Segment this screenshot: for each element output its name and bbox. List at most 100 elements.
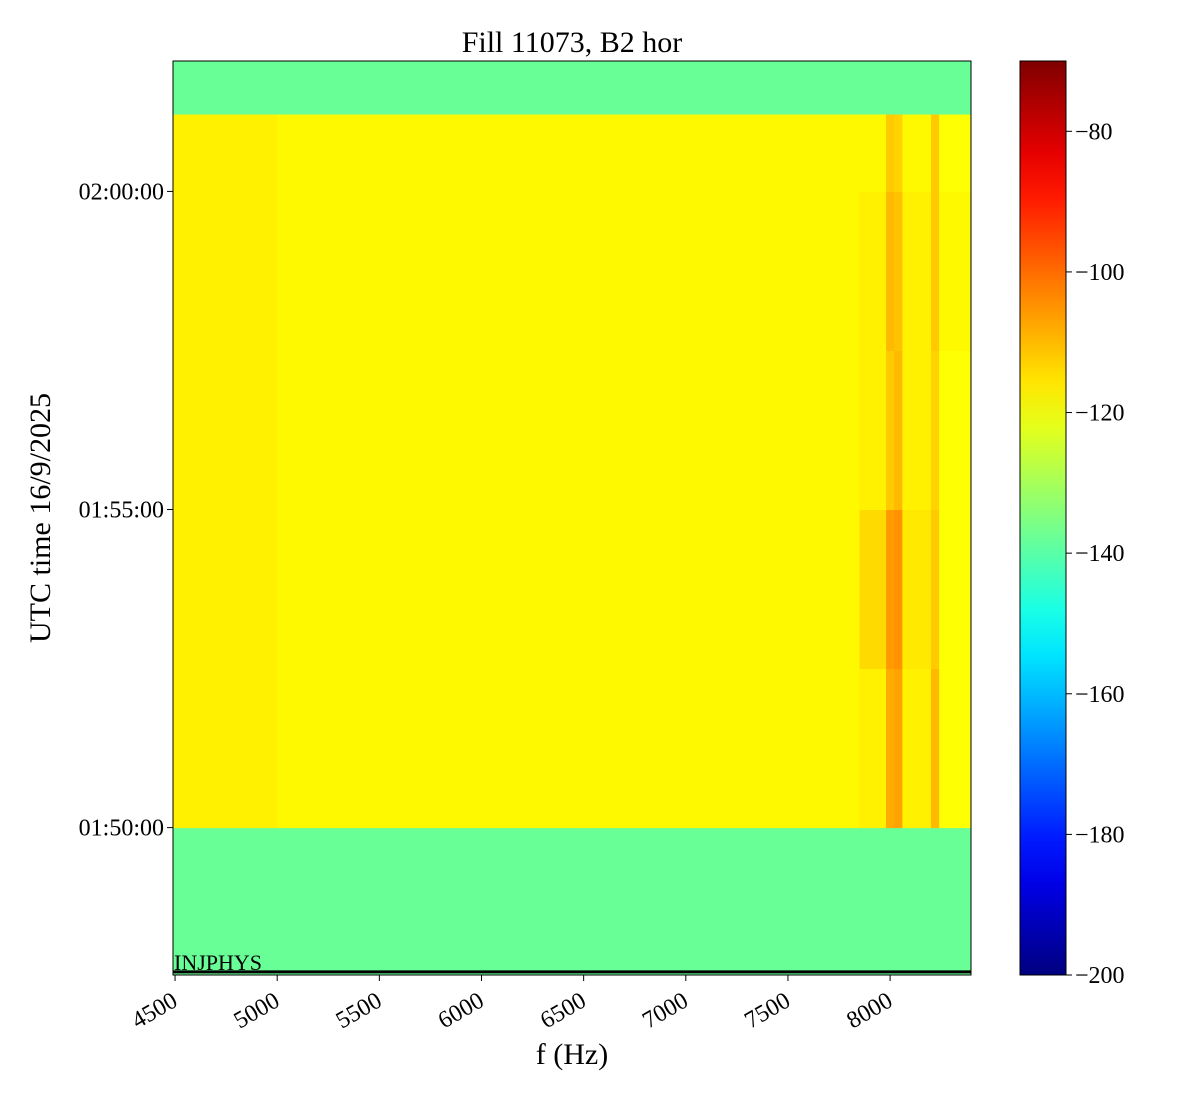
heatmap-cell [583,350,687,511]
heatmap-cell [379,114,482,192]
heatmap-cell [894,668,903,829]
x-tick-label: 5000 [230,988,285,1035]
heatmap [173,61,972,976]
heatmap-cell [277,827,380,976]
heatmap-cell [939,61,972,115]
colorbar-tick-label: −180 [1075,822,1125,848]
heatmap-cell [173,350,278,511]
heatmap-cell [173,191,278,351]
heatmap-cell [379,509,482,670]
heatmap-cell [886,191,895,351]
x-tick-label: 5500 [332,988,387,1035]
heatmap-cell [173,61,278,115]
heatmap-cell [685,509,789,670]
heatmap-cell [886,509,895,670]
x-tick-label: 8000 [843,988,898,1035]
heatmap-cell [886,350,895,511]
heatmap-cell [685,114,789,192]
heatmap-cell [894,827,903,976]
heatmap-cell [379,668,482,829]
heatmap-cell [886,61,895,115]
heatmap-cell [939,668,972,829]
x-tick-label: 6500 [536,988,591,1035]
heatmap-cell [277,114,380,192]
heatmap-cell [481,114,585,192]
x-tick-label: 7500 [740,988,795,1035]
heatmap-cell [481,827,585,976]
heatmap-cell [902,191,932,351]
heatmap-cell [859,61,887,115]
heatmap-cell [859,350,887,511]
heatmap-cell [481,509,585,670]
heatmap-cell [886,114,895,192]
heatmap-cell [859,191,887,351]
heatmap-cell [583,509,687,670]
colorbar-tick-label: −200 [1075,963,1125,989]
heatmap-cell [787,191,860,351]
heatmap-cell [894,191,903,351]
colorbar-tick-label: −100 [1075,260,1125,286]
x-axis-label: f (Hz) [536,1038,608,1071]
heatmap-cell [379,61,482,115]
heatmap-cell [481,61,585,115]
colorbar [1019,60,1067,976]
heatmap-cell [173,668,278,829]
heatmap-cell [787,350,860,511]
heatmap-cell [173,114,278,192]
heatmap-cell [930,350,940,511]
heatmap-cell [859,827,887,976]
heatmap-cell [379,350,482,511]
heatmap-cell [787,61,860,115]
annotation-label: INJPHYS [174,950,262,975]
heatmap-cell [685,191,789,351]
heatmap-cell [173,827,278,976]
heatmap-cell [277,61,380,115]
chart-title: Fill 11073, B2 hor [462,26,683,59]
heatmap-cell [859,114,887,192]
colorbar-tick-label: −140 [1075,541,1125,567]
heatmap-cell [902,668,932,829]
heatmap-cell [894,61,903,115]
heatmap-cell [583,191,687,351]
heatmap-cell [787,827,860,976]
heatmap-cell [685,350,789,511]
heatmap-cell [277,191,380,351]
heatmap-cell [685,827,789,976]
heatmap-cell [894,350,903,511]
heatmap-cell [902,827,932,976]
x-tick-label: 6000 [434,988,489,1035]
y-tick-label: 01:50:00 [79,816,164,842]
heatmap-cell [481,191,585,351]
heatmap-cell [894,509,903,670]
heatmap-cell [277,509,380,670]
heatmap-cell [886,827,895,976]
heatmap-cell [583,827,687,976]
heatmap-cell [930,509,940,670]
heatmap-cell [939,350,972,511]
heatmap-cell [583,61,687,115]
heatmap-cell [930,191,940,351]
heatmap-cell [930,827,940,976]
heatmap-cell [902,114,932,192]
heatmap-cell [939,114,972,192]
heatmap-cell [894,114,903,192]
heatmap-cell [930,668,940,829]
heatmap-cell [379,827,482,976]
colorbar-tick-label: −80 [1075,119,1113,145]
heatmap-cell [787,509,860,670]
colorbar-tick-label: −160 [1075,682,1125,708]
heatmap-cell [481,668,585,829]
heatmap-cell [583,114,687,192]
heatmap-cell [787,114,860,192]
heatmap-cell [930,114,940,192]
heatmap-cell [902,61,932,115]
heatmap-cell [939,827,972,976]
heatmap-cell [583,668,687,829]
heatmap-cell [277,350,380,511]
heatmap-cell [930,61,940,115]
heatmap-cell [939,509,972,670]
heatmap-cell [379,191,482,351]
plot-frame [172,60,972,976]
heatmap-cell [886,668,895,829]
